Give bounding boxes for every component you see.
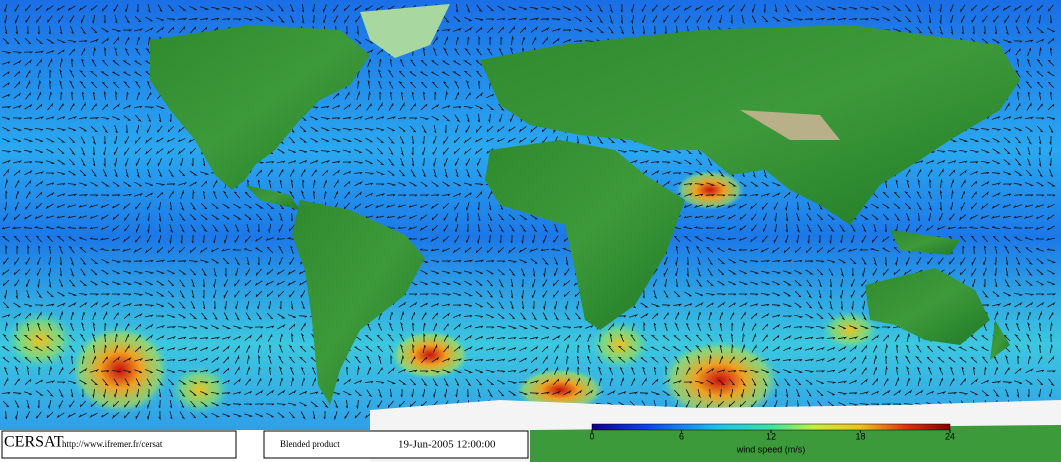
logo: CERSAT bbox=[4, 434, 64, 451]
date: 19-Jun-2005 12:00:00 bbox=[398, 439, 496, 451]
continents bbox=[150, 4, 1061, 462]
colorbar-tick-label: 6 bbox=[679, 431, 684, 441]
colorbar-label: wind speed (m/s) bbox=[736, 444, 806, 454]
product: Blended product bbox=[280, 439, 340, 449]
colorbar bbox=[591, 423, 951, 431]
url: http://www.ifremer.fr/cersat bbox=[62, 439, 163, 449]
colorbar-tick-label: 12 bbox=[766, 431, 776, 441]
colorbar-tick-label: 18 bbox=[855, 431, 865, 441]
colorbar-tick-label: 0 bbox=[589, 431, 594, 441]
colorbar-ticks: 0 6 12 18 24 bbox=[589, 430, 955, 441]
info-box bbox=[263, 430, 529, 459]
wind-hotspots bbox=[5, 170, 880, 420]
logo-box bbox=[1, 430, 237, 459]
colorbar-tick-label: 24 bbox=[945, 431, 955, 441]
